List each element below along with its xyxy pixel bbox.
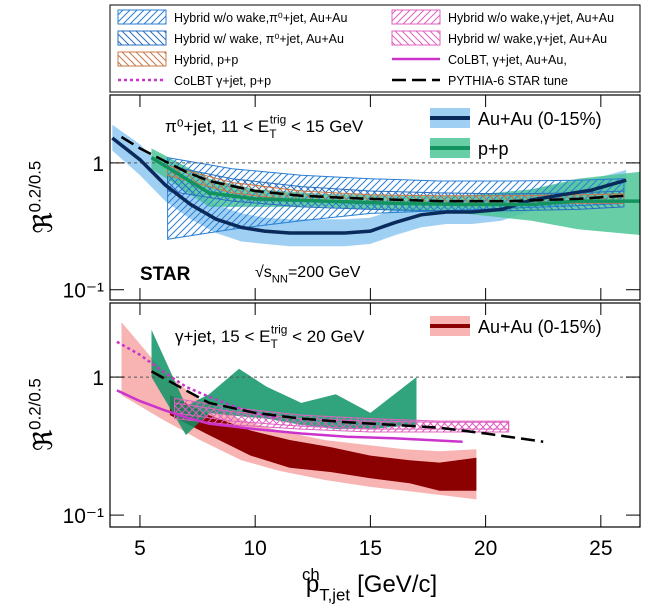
band [151,148,640,235]
legend-label: Hybrid, p+p [174,53,238,67]
legend-label: Au+Au (0-15%) [478,317,602,337]
panel-title-tail: < 20 GeV [287,327,365,346]
panel-title-sup: trig [271,323,288,337]
y-axis-label: ℜ0.2/0.5 [25,161,58,234]
panel-title: π⁰+jet, 11 < ETtrig < 15 GeV [165,113,364,141]
line [111,136,627,235]
y-axis-label-sup: 0.2/0.5 [25,378,44,430]
legend-swatch [117,9,167,25]
legend-label: Hybrid w/ wake, π⁰+jet, Au+Au [174,32,344,46]
legend-label: PYTHIA-6 STAR tune [448,74,568,88]
legend-swatch [117,30,167,46]
x-axis-label: pT,jetch [GeV/c] [302,565,437,604]
x-axis-label-sub: T,jet [319,585,350,604]
panel-title-sup: trig [270,113,287,127]
legend-box [109,4,641,93]
y-axis-label: ℜ0.2/0.5 [25,378,58,451]
line [150,156,640,207]
panel-title: γ+jet, 15 < ETtrig < 20 GeV [175,323,365,351]
x-axis-label-sup: ch [302,565,320,584]
panel-title-tail: < 15 GeV [286,117,364,136]
hatched-band [174,402,510,430]
y-axis-label-main: ℜ [28,212,58,233]
panel-frame [109,302,641,528]
legend-swatch [117,51,167,67]
x-axis-label-tail: [GeV/c] [350,571,437,598]
band [121,322,477,500]
x-tick-label: 15 [359,537,382,560]
panel-frame [109,94,641,301]
panel-title-sub: T [270,337,277,351]
legend-label: Hybrid w/ wake,γ+jet, Au+Au [448,32,607,46]
x-axis-label-main: p [306,571,319,598]
panel-title-sub: T [269,127,276,141]
y-tick-label: 1 [92,153,104,176]
energy-label-sub: NN [272,274,288,286]
y-axis-label-main: ℜ [28,430,58,451]
y-tick-label: 10⁻¹ [63,505,104,528]
y-tick-label: 1 [92,367,104,390]
y-axis-label-sup: 0.2/0.5 [25,161,44,213]
energy-label: √sNN=200 GeV [255,264,361,286]
legend-label: Hybrid w/o wake,γ+jet, Au+Au [448,11,614,25]
plot-area [110,322,640,500]
experiment-label: STAR [140,264,191,285]
legend-swatch [391,9,441,25]
legend-label: Hybrid w/o wake,π⁰+jet, Au+Au [174,11,347,25]
panel-title-main: π⁰+jet, 11 < E [165,117,269,136]
legend-swatch [391,30,441,46]
energy-label-main: √s [255,264,272,281]
x-tick-label: 25 [589,537,612,560]
line [150,370,544,443]
x-tick-label: 10 [243,537,266,560]
legend-label: Au+Au (0-15%) [478,109,602,129]
plot-area [110,124,640,247]
legend-label: p+p [478,139,509,159]
legend-label: CoLBT γ+jet, p+p [174,74,271,88]
legend-label: CoLBT, γ+jet, Au+Au, [448,53,567,67]
energy-label-tail: =200 GeV [288,264,361,281]
panel-title-main: γ+jet, 15 < E [175,327,270,346]
x-tick-label: 20 [474,537,497,560]
line [120,135,624,203]
line [116,389,463,443]
x-tick-label: 5 [134,537,146,560]
inner-band [169,395,477,491]
y-tick-label: 10⁻¹ [63,280,104,303]
